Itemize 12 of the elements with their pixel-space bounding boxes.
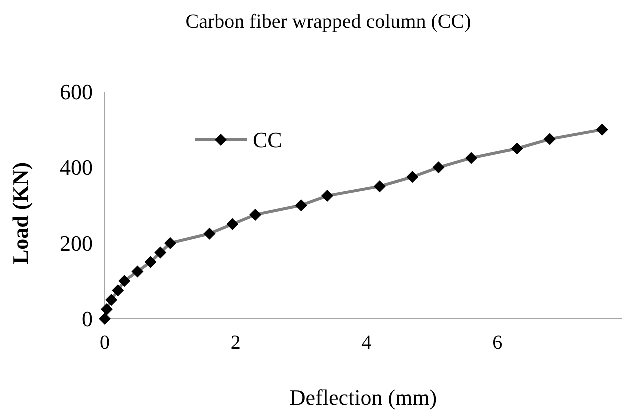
x-tick-label: 2 <box>230 332 241 354</box>
x-tick-label: 4 <box>362 332 372 354</box>
x-tick-label: 0 <box>100 332 110 354</box>
y-axis-title: Load (KN) <box>8 162 33 265</box>
x-axis-title: Deflection (mm) <box>290 385 438 410</box>
y-tick-label: 400 <box>60 155 93 180</box>
y-tick-label: 600 <box>60 80 93 104</box>
y-tick-label: 200 <box>60 230 93 256</box>
x-tick-label: 6 <box>492 332 503 354</box>
chart-title: Carbon fiber wrapped column (CC) <box>186 11 472 33</box>
legend-label: CC <box>253 128 282 152</box>
y-tick-label: 0 <box>82 306 93 332</box>
